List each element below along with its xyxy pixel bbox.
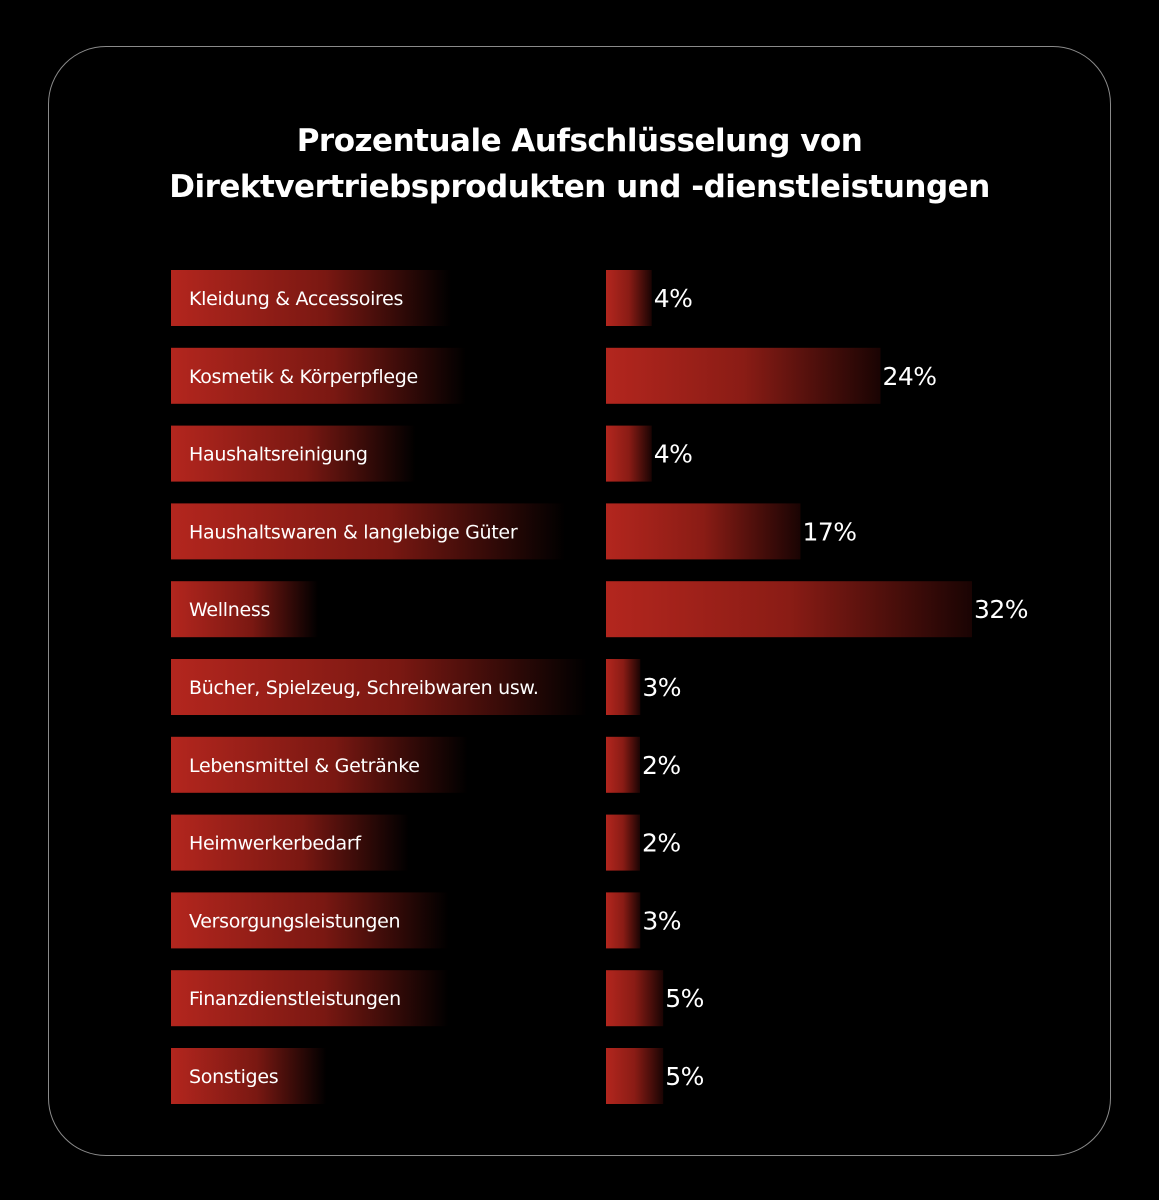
category-label-box: [171, 814, 409, 871]
value-label: 5%: [665, 984, 704, 1013]
category-label: Haushaltswaren & langlebige Güter: [189, 521, 518, 543]
bar: [606, 347, 881, 404]
category-label-box: [171, 970, 449, 1027]
bar: [606, 659, 641, 715]
category-label-group: Kleidung & Accessoires Kosmetik & Körperp…: [171, 270, 587, 1104]
category-label: Heimwerkerbedarf: [189, 833, 362, 855]
category-label: Finanzdienstleistungen: [189, 988, 401, 1010]
category-label-box: [171, 659, 587, 715]
value-label: 3%: [642, 906, 681, 935]
category-label-box: [171, 270, 452, 326]
value-label: 24%: [883, 362, 937, 391]
value-label: 4%: [654, 284, 693, 313]
bar: [606, 892, 641, 949]
category-label: Lebensmittel & Getränke: [189, 755, 420, 777]
chart-title-line-2: Direktvertriebsprodukten und -dienstleis…: [169, 169, 990, 205]
category-label-box: [171, 892, 449, 949]
category-label-box: [171, 425, 416, 482]
category-label: Sonstiges: [189, 1066, 278, 1088]
chart-title: Prozentuale Aufschlüsselung von Direktve…: [0, 118, 1159, 210]
bar: [606, 581, 972, 638]
category-label-box: [171, 347, 466, 404]
value-label: 2%: [642, 829, 681, 858]
value-label: 32%: [974, 595, 1028, 624]
chart-title-line-1: Prozentuale Aufschlüsselung von: [296, 123, 863, 159]
category-label-box: [171, 1048, 327, 1104]
category-label-box: [171, 581, 319, 638]
bar: [606, 814, 640, 871]
category-label: Bücher, Spielzeug, Schreibwaren usw.: [189, 677, 539, 699]
bar: [606, 1048, 664, 1104]
bar: [606, 503, 801, 560]
bar: [606, 970, 664, 1027]
bar: [606, 736, 640, 793]
category-label: Kosmetik & Körperpflege: [189, 366, 418, 388]
value-label: 3%: [642, 673, 681, 702]
category-label: Kleidung & Accessoires: [189, 288, 403, 310]
category-label-box: [171, 736, 468, 793]
category-label: Haushaltsreinigung: [189, 444, 368, 466]
value-label: 2%: [642, 751, 681, 780]
category-label-box: [171, 503, 566, 560]
bar-group: 4% 24% 4% 17% 32% 3% 2% 2% 3% 5% 5%: [606, 270, 1029, 1104]
bar: [606, 270, 652, 326]
value-label: 5%: [665, 1062, 704, 1091]
category-label: Wellness: [189, 599, 270, 621]
category-label: Versorgungsleistungen: [189, 910, 400, 932]
value-label: 17%: [802, 517, 856, 546]
value-label: 4%: [654, 440, 693, 469]
bar: [606, 425, 652, 482]
